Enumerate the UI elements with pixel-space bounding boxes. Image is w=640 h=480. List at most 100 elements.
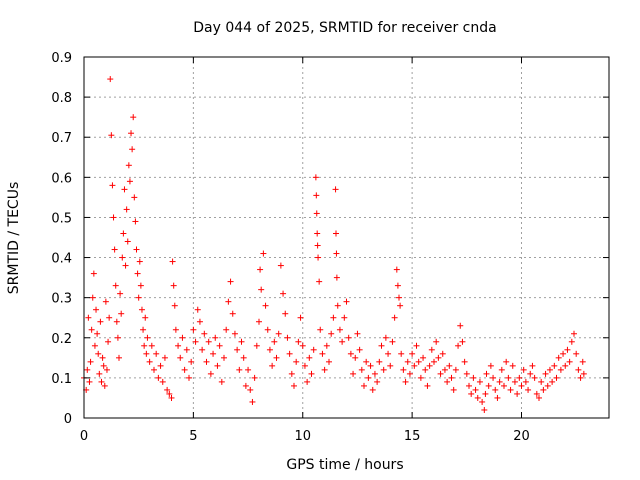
data-point xyxy=(433,338,440,345)
x-axis-label: GPS time / hours xyxy=(286,457,403,473)
data-point xyxy=(105,338,112,345)
data-point xyxy=(203,358,210,365)
data-point xyxy=(136,258,143,265)
data-point xyxy=(99,354,106,361)
y-axis-ticks: 0 0.1 0.2 0.3 0.4 0.5 0.6 0.7 0.8 0.9 xyxy=(51,51,609,427)
data-point xyxy=(266,346,273,353)
y-tick-label: 0.1 xyxy=(51,372,72,387)
data-point xyxy=(227,278,234,285)
data-point xyxy=(306,354,313,361)
data-point xyxy=(210,350,217,357)
data-point xyxy=(444,378,451,385)
data-point xyxy=(223,326,230,333)
data-point xyxy=(170,282,177,289)
data-point xyxy=(186,374,192,381)
data-point xyxy=(413,342,420,349)
data-point xyxy=(245,366,252,373)
data-point xyxy=(313,192,320,199)
data-point xyxy=(389,338,396,345)
data-point xyxy=(264,326,271,333)
data-point xyxy=(354,330,361,337)
data-point xyxy=(492,386,499,393)
data-point xyxy=(117,290,124,297)
data-point xyxy=(378,342,385,349)
data-point xyxy=(284,334,291,341)
data-point xyxy=(326,358,332,365)
data-point xyxy=(431,358,437,365)
data-point xyxy=(142,314,149,321)
data-point xyxy=(385,350,392,357)
data-point xyxy=(89,294,96,301)
data-point xyxy=(84,366,91,373)
data-point xyxy=(507,386,514,393)
data-point xyxy=(459,338,466,345)
data-point xyxy=(529,362,536,369)
data-point xyxy=(345,334,352,341)
x-tick-label: 0 xyxy=(80,429,88,444)
data-point xyxy=(86,378,93,385)
data-point xyxy=(334,302,341,309)
data-point xyxy=(490,374,497,381)
data-point xyxy=(256,318,262,325)
data-point xyxy=(304,378,311,385)
data-point xyxy=(216,342,223,349)
data-point xyxy=(463,370,470,377)
data-point xyxy=(328,330,335,337)
data-point xyxy=(138,306,145,313)
data-point xyxy=(474,394,481,401)
data-point xyxy=(95,350,102,357)
data-point xyxy=(301,362,308,369)
data-point xyxy=(470,374,477,381)
data-point xyxy=(96,370,103,377)
data-point xyxy=(269,362,276,369)
data-point xyxy=(192,338,199,345)
data-point xyxy=(258,286,265,293)
data-point xyxy=(365,374,372,381)
data-point xyxy=(461,358,468,365)
data-point xyxy=(188,358,195,365)
data-point xyxy=(452,366,459,373)
data-point xyxy=(564,346,571,353)
data-point xyxy=(551,362,558,369)
data-point xyxy=(133,246,140,253)
data-point xyxy=(205,338,212,345)
data-point xyxy=(437,370,444,377)
data-point xyxy=(503,358,510,365)
data-point xyxy=(106,314,113,321)
data-point xyxy=(428,346,435,353)
data-point xyxy=(128,130,135,137)
data-point xyxy=(260,250,267,257)
y-tick-label: 0 xyxy=(64,412,72,427)
data-point xyxy=(297,314,304,321)
data-point xyxy=(218,378,225,385)
data-point xyxy=(315,254,322,261)
data-point xyxy=(110,214,117,221)
data-point xyxy=(542,370,549,377)
x-axis-ticks: 0 5 10 15 20 xyxy=(80,57,530,444)
data-point xyxy=(466,382,472,389)
data-point xyxy=(571,330,577,337)
data-point xyxy=(323,342,330,349)
data-point xyxy=(575,366,582,373)
data-point xyxy=(134,270,141,277)
data-point xyxy=(101,382,108,389)
data-point xyxy=(291,382,297,389)
data-point xyxy=(282,310,289,317)
data-point xyxy=(140,326,147,333)
y-tick-label: 0.3 xyxy=(51,292,72,307)
data-point xyxy=(253,342,260,349)
data-point xyxy=(199,346,206,353)
data-point xyxy=(175,342,182,349)
data-point xyxy=(317,326,324,333)
data-point xyxy=(371,370,378,377)
data-point xyxy=(153,350,160,357)
data-point xyxy=(125,162,132,169)
y-tick-label: 0.9 xyxy=(51,51,72,66)
data-point xyxy=(525,386,532,393)
data-point xyxy=(118,310,125,317)
data-point xyxy=(299,342,306,349)
data-point xyxy=(196,318,203,325)
x-tick-label: 20 xyxy=(513,429,530,444)
data-point xyxy=(126,178,133,185)
